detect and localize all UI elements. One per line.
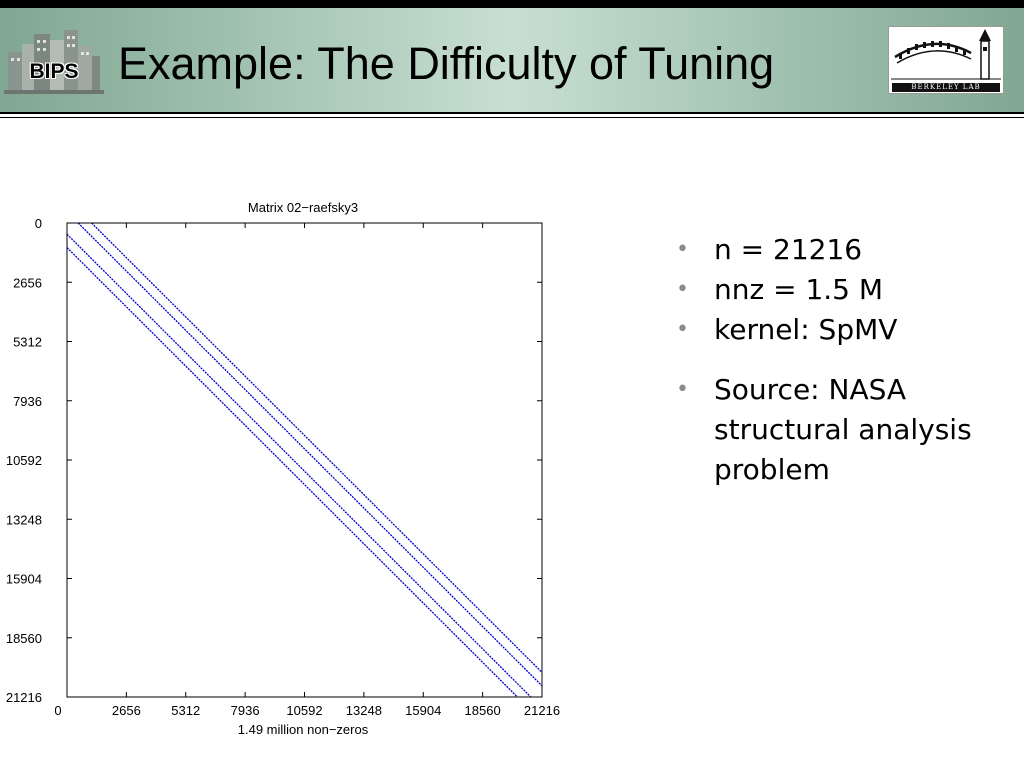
bullet-text: Source: NASA structural analysis problem — [714, 373, 972, 486]
bullet-item: • kernel: SpMV — [674, 310, 1014, 350]
nonzero-band-3 — [67, 233, 532, 697]
x-tick-label: 21216 — [524, 703, 560, 718]
bullet-dot-icon: • — [676, 277, 689, 302]
x-tick-label: 15904 — [405, 703, 441, 718]
x-tick-label: 0 — [54, 703, 61, 718]
bullet-text: kernel: SpMV — [714, 313, 898, 346]
top-border — [0, 0, 1024, 8]
bullet-dot-icon: • — [676, 237, 689, 262]
bullet-item: • nnz = 1.5 M — [674, 270, 1014, 310]
header-divider-thin — [0, 117, 1024, 118]
bullet-item: • n = 21216 — [674, 230, 1014, 270]
x-tick-label: 13248 — [346, 703, 382, 718]
bullet-text: n = 21216 — [714, 233, 863, 266]
header-divider — [0, 112, 1024, 114]
lab-building-icon — [891, 29, 1001, 80]
y-tick-label: 15904 — [6, 572, 42, 587]
berkeley-lab-logo-text: BERKELEY LAB — [892, 83, 1000, 92]
x-axis-label: 1.49 million non−zeros — [238, 722, 369, 737]
slide-title: Example: The Difficulty of Tuning — [118, 38, 775, 89]
plot-frame — [66, 222, 543, 698]
y-tick-label: 7936 — [13, 394, 42, 409]
bullet-text: nnz = 1.5 M — [714, 273, 884, 306]
y-tick-label: 21216 — [6, 690, 42, 705]
bips-logo — [4, 30, 104, 94]
nonzero-bands — [67, 223, 542, 697]
sparsity-plot: Matrix 02−raefsky3 0 2656 5312 7936 10592 132… — [6, 200, 560, 737]
nonzero-band-4 — [67, 247, 518, 697]
y-tick-label: 0 — [35, 216, 42, 231]
bullet-list: • n = 21216 • nnz = 1.5 M • kernel: SpMV… — [674, 230, 1014, 490]
y-tick-label: 18560 — [6, 631, 42, 646]
chart-title: Matrix 02−raefsky3 — [248, 200, 358, 215]
plot-axes: 0 2656 5312 7936 10592 13248 15904 18560 2121602… — [6, 216, 560, 718]
x-tick-label: 5312 — [171, 703, 200, 718]
bips-logo-text: BIPS — [29, 60, 79, 83]
y-tick-label: 10592 — [6, 453, 42, 468]
nonzero-band-2 — [91, 223, 542, 674]
x-tick-label: 7936 — [231, 703, 260, 718]
x-tick-label: 18560 — [465, 703, 501, 718]
berkeley-lab-logo: BERKELEY LAB — [888, 26, 1004, 94]
slide-header — [0, 8, 1024, 112]
x-tick-label: 2656 — [112, 703, 141, 718]
x-tick-label: 10592 — [286, 703, 322, 718]
bullet-dot-icon: • — [676, 377, 689, 402]
bullet-item: • Source: NASA structural analysis probl… — [674, 370, 1014, 490]
y-tick-label: 2656 — [13, 275, 42, 290]
nonzero-band-1 — [77, 223, 542, 687]
bullet-dot-icon: • — [676, 317, 689, 342]
y-tick-label: 13248 — [6, 512, 42, 527]
y-tick-label: 5312 — [13, 335, 42, 350]
